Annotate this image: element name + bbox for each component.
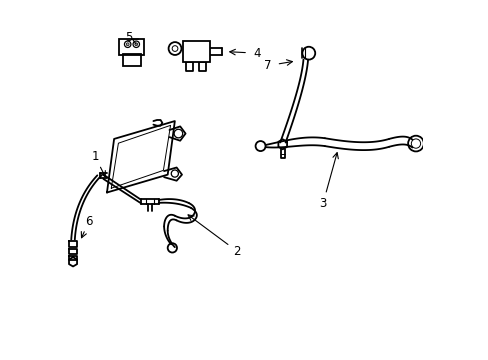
- Bar: [123, 54, 141, 66]
- Bar: [119, 39, 144, 55]
- Text: 3: 3: [319, 197, 326, 210]
- Bar: [183, 41, 209, 62]
- Circle shape: [126, 43, 129, 46]
- Circle shape: [135, 43, 138, 46]
- Text: 6: 6: [85, 215, 93, 228]
- Text: 7: 7: [264, 59, 271, 72]
- Text: 5: 5: [124, 31, 132, 44]
- Text: 2: 2: [233, 245, 241, 258]
- Text: 1: 1: [91, 150, 99, 163]
- Text: 4: 4: [253, 47, 260, 60]
